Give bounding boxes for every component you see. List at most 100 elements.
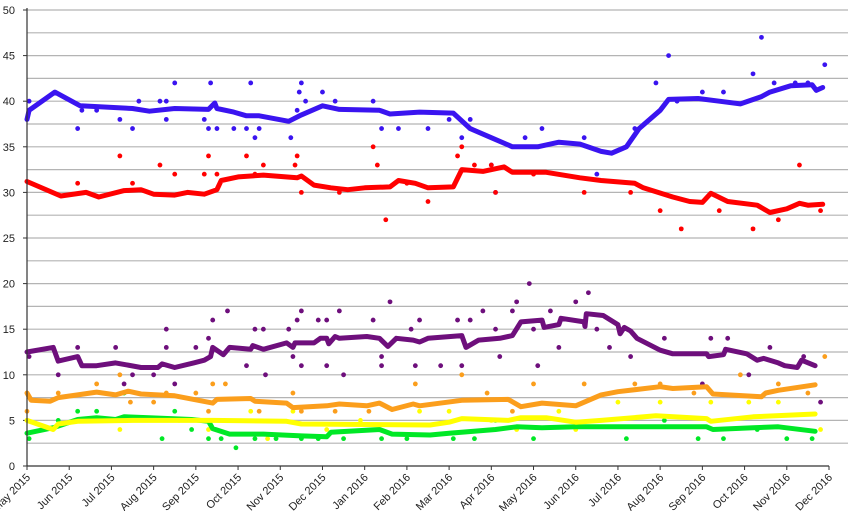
purple-poll-dot: [298, 363, 304, 369]
blue-poll-dot: [214, 126, 220, 131]
purple-poll-dot: [607, 345, 612, 350]
purple-poll-dot: [480, 308, 486, 314]
green-poll-dot: [273, 436, 279, 442]
orange-poll-dot: [222, 381, 228, 387]
red-poll-dot: [374, 162, 380, 168]
green-poll-dot: [472, 436, 477, 442]
purple-poll-dot: [417, 317, 422, 323]
purple-poll-dot: [252, 326, 258, 332]
x-tick-label: Jul 2015: [80, 472, 118, 510]
blue-poll-dot: [163, 117, 169, 122]
x-tick-label: Dec 2016: [793, 472, 835, 511]
purple-poll-dot: [497, 354, 503, 359]
yellow-poll-dot: [556, 408, 562, 414]
red-poll-dot: [294, 153, 300, 159]
red-poll-dot: [459, 144, 465, 150]
purple-poll-dot: [467, 317, 473, 323]
purple-poll-dot: [324, 363, 330, 369]
orange-poll-dot: [775, 381, 781, 387]
x-tick-label: Dec 2015: [287, 472, 329, 511]
yellow-poll-dot: [657, 399, 663, 405]
purple-poll-dot: [324, 317, 330, 323]
orange-poll-dot: [737, 372, 743, 378]
purple-poll-dot: [244, 363, 249, 369]
blue-poll-dot: [244, 126, 249, 131]
green-poll-dot: [450, 436, 456, 442]
x-tick-label: Aug 2015: [118, 472, 160, 511]
y-tick-label: 5: [9, 415, 15, 427]
purple-poll-dot: [408, 326, 414, 332]
green-trend-line: [24, 414, 818, 440]
red-poll-dot: [206, 153, 211, 159]
blue-poll-dot: [130, 126, 135, 131]
red-poll-dot: [201, 171, 207, 177]
x-tick-label: Oct 2015: [204, 472, 244, 511]
red-poll-dot: [472, 162, 477, 168]
purple-poll-dot: [113, 345, 119, 350]
orange-poll-dot: [210, 381, 216, 387]
green-poll-dot: [26, 436, 32, 442]
blue-poll-dot: [320, 89, 325, 95]
orange-poll-dot: [581, 381, 587, 387]
orange-poll-dot: [691, 390, 697, 396]
red-poll-dot: [657, 208, 663, 214]
purple-poll-dot: [531, 326, 536, 332]
y-tick-label: 25: [3, 233, 15, 245]
yellow-poll-dot: [290, 408, 296, 414]
purple-poll-dot: [438, 363, 444, 369]
purple-poll-dot: [210, 317, 216, 323]
purple-poll-dot: [455, 317, 460, 323]
x-tick-label: Jan 2016: [330, 472, 370, 511]
red-poll-dot: [292, 162, 298, 168]
x-tick-label: May 2016: [497, 472, 540, 511]
orange-poll-dot: [117, 372, 123, 378]
purple-poll-dot: [594, 326, 600, 332]
purple-poll-dot: [556, 345, 562, 350]
blue-poll-dot: [231, 126, 237, 131]
blue-poll-dot: [467, 117, 473, 122]
purple-poll-dot: [163, 326, 169, 332]
orange-trend-line: [24, 382, 818, 412]
red-poll-dot: [244, 153, 249, 159]
y-tick-label: 15: [3, 324, 15, 336]
x-tick-label: Oct 2016: [711, 472, 751, 511]
red-poll-dot: [818, 208, 823, 214]
orange-poll-dot: [510, 408, 515, 414]
blue-poll-dot: [26, 98, 32, 104]
red-poll-dot: [298, 190, 304, 195]
red-poll-dot: [750, 226, 756, 232]
x-tick-label: Feb 2016: [372, 472, 413, 511]
red-poll-dot: [172, 171, 178, 177]
purple-poll-dot: [172, 381, 178, 387]
y-tick-label: 35: [3, 142, 15, 154]
red-poll-dot: [370, 144, 376, 150]
blue-poll-dot: [163, 98, 169, 104]
purple-poll-dot: [151, 372, 157, 378]
y-axis-ticks: 0 5 10 15 20 25 30 35 40 45 50: [3, 5, 27, 473]
red-poll-dot: [581, 190, 587, 195]
yellow-poll-dot: [746, 399, 752, 405]
x-tick-label: Aug 2016: [624, 472, 666, 511]
green-poll-dot: [784, 436, 790, 442]
x-tick-label: Mar 2016: [414, 472, 455, 511]
purple-poll-dot: [163, 345, 169, 350]
green-poll-dot: [206, 436, 211, 442]
blue-poll-dot: [379, 126, 384, 131]
purple-poll-dot: [725, 335, 731, 341]
blue-poll-dot: [206, 126, 211, 131]
purple-poll-dot: [746, 372, 752, 378]
green-poll-dot: [159, 436, 165, 442]
purple-poll-dot: [263, 372, 268, 378]
y-tick-label: 10: [3, 370, 15, 382]
orange-poll-dot: [256, 408, 262, 414]
red-poll-dot: [117, 153, 123, 159]
green-poll-dot: [623, 436, 629, 442]
blue-poll-dot: [332, 98, 338, 104]
x-tick-label: Sep 2016: [667, 472, 709, 511]
red-poll-dot: [775, 217, 781, 223]
blue-poll-dot: [117, 117, 123, 122]
blue-poll-dot: [288, 135, 294, 141]
gridlines: [27, 9, 848, 444]
blue-poll-dot: [721, 89, 726, 95]
